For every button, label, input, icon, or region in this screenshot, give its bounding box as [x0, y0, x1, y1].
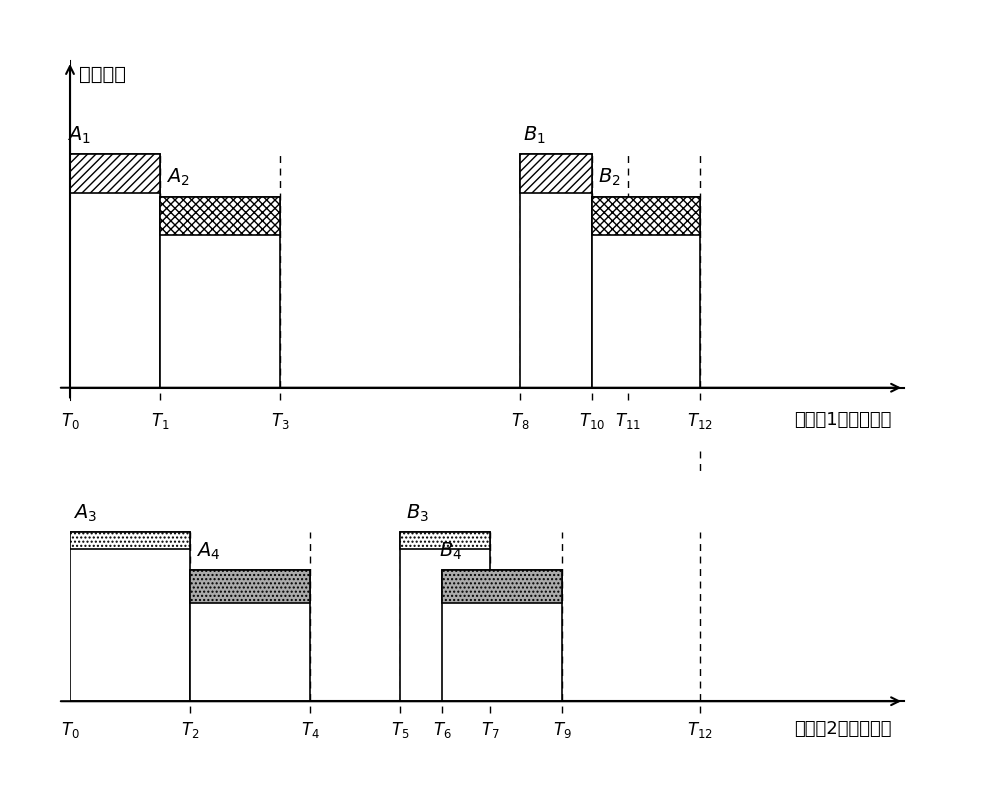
Bar: [520, 155, 592, 388]
Bar: [400, 532, 490, 549]
Text: $T_6$: $T_6$: [433, 720, 451, 740]
Bar: [70, 155, 160, 388]
Bar: [442, 570, 562, 604]
Text: $T_5$: $T_5$: [391, 720, 409, 740]
Text: $T_3$: $T_3$: [271, 411, 289, 431]
Bar: [160, 197, 280, 388]
Bar: [70, 532, 190, 701]
Bar: [70, 155, 160, 193]
Text: $T_7$: $T_7$: [481, 720, 499, 740]
Text: 提升机1作业时间轴: 提升机1作业时间轴: [795, 411, 892, 429]
Text: 提升机2作业时间轴: 提升机2作业时间轴: [794, 720, 892, 738]
Bar: [442, 570, 562, 701]
Text: $A_1$: $A_1$: [67, 125, 91, 146]
Text: $T_1$: $T_1$: [151, 411, 169, 431]
Text: $T_{12}$: $T_{12}$: [687, 720, 713, 740]
Bar: [190, 570, 310, 604]
Text: $A_3$: $A_3$: [73, 503, 97, 525]
Text: $A_4$: $A_4$: [196, 541, 220, 562]
Bar: [70, 532, 190, 549]
Text: $B_4$: $B_4$: [439, 541, 462, 562]
Text: $T_0$: $T_0$: [61, 411, 79, 431]
Bar: [160, 197, 280, 235]
Text: $B_3$: $B_3$: [406, 503, 429, 525]
Text: 任务序列: 任务序列: [79, 65, 126, 85]
Bar: [400, 532, 490, 701]
Text: $T_0$: $T_0$: [61, 720, 79, 740]
Bar: [520, 155, 592, 193]
Text: $T_4$: $T_4$: [301, 720, 319, 740]
Text: $T_{11}$: $T_{11}$: [615, 411, 641, 431]
Text: $B_1$: $B_1$: [523, 125, 546, 146]
Bar: [190, 570, 310, 701]
Text: $T_{10}$: $T_{10}$: [579, 411, 605, 431]
Bar: [592, 197, 700, 235]
Text: $T_2$: $T_2$: [181, 720, 199, 740]
Text: $A_2$: $A_2$: [166, 167, 190, 189]
Bar: [592, 197, 700, 388]
Text: $T_8$: $T_8$: [511, 411, 529, 431]
Text: $T_{12}$: $T_{12}$: [687, 411, 713, 431]
Text: $B_2$: $B_2$: [598, 167, 621, 189]
Text: $T_9$: $T_9$: [553, 720, 571, 740]
